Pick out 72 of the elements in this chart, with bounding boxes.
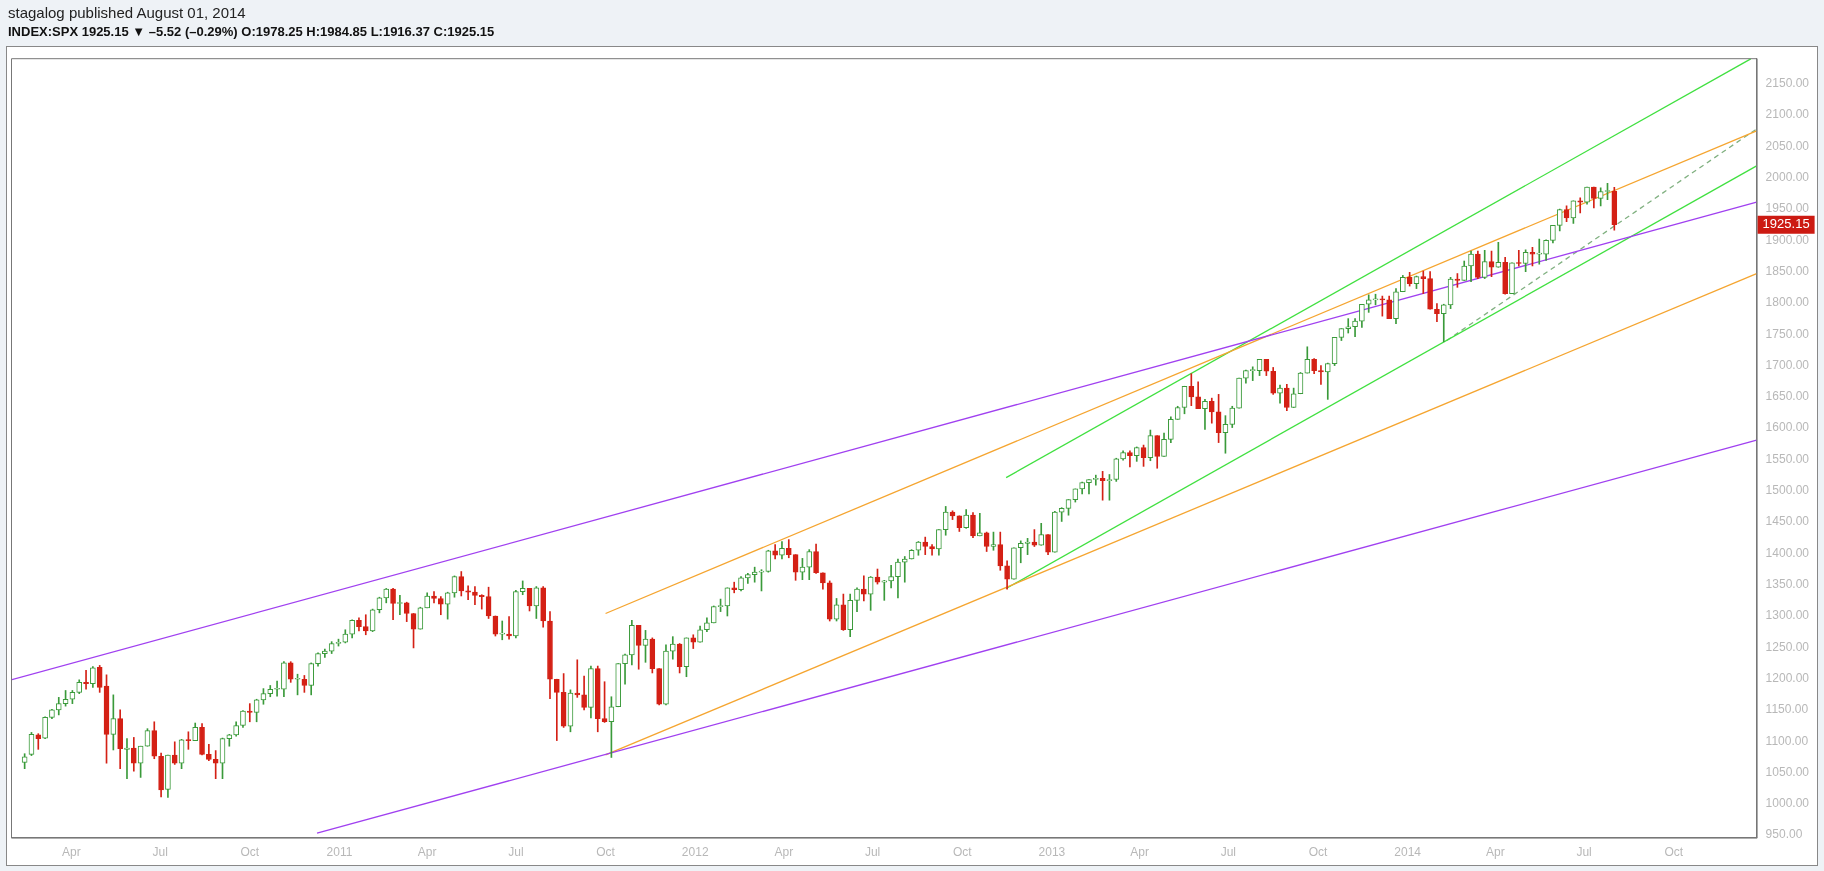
x-tick-label: Oct bbox=[1664, 845, 1684, 860]
candlestick bbox=[1127, 450, 1133, 468]
y-tick-label: 1650.00 bbox=[1765, 389, 1810, 404]
y-tick-label: 1600.00 bbox=[1765, 420, 1810, 435]
y-tick-label: 1800.00 bbox=[1765, 295, 1810, 310]
candlestick bbox=[1440, 303, 1447, 343]
candlestick bbox=[976, 512, 983, 537]
x-tick-label: Oct bbox=[596, 845, 616, 860]
candlestick bbox=[1536, 238, 1543, 265]
y-tick-label: 2000.00 bbox=[1765, 170, 1810, 185]
x-tick-label: Jul bbox=[1576, 845, 1592, 860]
y-tick-label: 1450.00 bbox=[1765, 514, 1810, 529]
y-tick-label: 2100.00 bbox=[1765, 107, 1810, 122]
x-tick-label: Jul bbox=[152, 845, 168, 860]
candlestick bbox=[274, 680, 280, 697]
x-tick-label: Jul bbox=[508, 845, 524, 860]
chart-title: stagalog published August 01, 2014 bbox=[8, 4, 247, 21]
x-tick-label: Apr bbox=[1486, 845, 1505, 860]
candlestick bbox=[124, 738, 130, 780]
text: 1925.15 bbox=[1762, 216, 1810, 232]
candlestick bbox=[1017, 540, 1024, 564]
candlestick bbox=[881, 579, 888, 601]
candlestick bbox=[861, 575, 867, 602]
candlestick bbox=[1420, 270, 1427, 294]
candlestick bbox=[1324, 362, 1331, 400]
y-tick-label: 1700.00 bbox=[1765, 357, 1810, 372]
x-tick-label: Apr bbox=[1130, 845, 1149, 860]
candlestick bbox=[1202, 399, 1208, 430]
chart-subtitle: INDEX:SPX 1925.15 ▼ –5.52 (–0.29%) O:1978.25 H:1984.85 L:1916.37 C:1925.15 bbox=[8, 24, 496, 39]
y-tick-label: 1150.00 bbox=[1765, 702, 1809, 717]
y-tick-label: 1550.00 bbox=[1765, 451, 1810, 466]
x-tick-label: 2013 bbox=[1038, 845, 1066, 860]
candlestick bbox=[362, 614, 369, 636]
x-tick-label: Oct bbox=[952, 845, 973, 860]
y-tick-label: 950.00 bbox=[1765, 827, 1803, 842]
y-tick-label: 2150.00 bbox=[1765, 76, 1810, 91]
y-tick-label: 1850.00 bbox=[1765, 263, 1810, 278]
x-tick-label: Oct bbox=[240, 845, 260, 860]
candlestick bbox=[465, 585, 471, 601]
x-tick-label: 2011 bbox=[326, 845, 353, 860]
y-tick-label: 1200.00 bbox=[1765, 670, 1810, 685]
y-tick-label: 1750.00 bbox=[1765, 326, 1810, 341]
x-tick-label: 2014 bbox=[1394, 845, 1422, 860]
y-tick-label: 1050.00 bbox=[1765, 764, 1810, 779]
y-tick-label: 1500.00 bbox=[1765, 483, 1810, 498]
y-tick-label: 1900.00 bbox=[1765, 232, 1810, 247]
y-tick-label: 1000.00 bbox=[1765, 796, 1810, 811]
candlestick bbox=[499, 620, 506, 641]
x-tick-label: Apr bbox=[417, 845, 437, 860]
x-tick-label: Apr bbox=[62, 845, 81, 860]
x-tick-label: Apr bbox=[774, 845, 794, 860]
candlestick bbox=[1318, 365, 1324, 385]
x-tick-label: Oct bbox=[1308, 845, 1329, 860]
candlestick bbox=[888, 564, 894, 589]
candlestick bbox=[1577, 197, 1584, 214]
candlestick bbox=[929, 544, 935, 556]
y-tick-label: 2050.00 bbox=[1765, 138, 1810, 153]
y-tick-label: 1400.00 bbox=[1765, 545, 1810, 560]
y-tick-label: 1100.00 bbox=[1765, 733, 1809, 748]
x-tick-label: 2012 bbox=[681, 845, 709, 860]
candlestick bbox=[246, 703, 253, 723]
candlestick bbox=[553, 678, 560, 741]
y-tick-label: 1350.00 bbox=[1765, 577, 1810, 591]
y-tick-label: 1250.00 bbox=[1765, 639, 1810, 654]
y-tick-label: 1300.00 bbox=[1765, 608, 1810, 623]
candlestick bbox=[472, 586, 478, 606]
candlestick bbox=[1345, 318, 1352, 334]
candlestick bbox=[431, 591, 437, 604]
x-tick-label: Jul bbox=[864, 845, 881, 860]
candlestick bbox=[1434, 303, 1440, 323]
y-tick-label: 1950.00 bbox=[1765, 201, 1810, 216]
x-tick-label: Jul bbox=[1220, 845, 1237, 860]
